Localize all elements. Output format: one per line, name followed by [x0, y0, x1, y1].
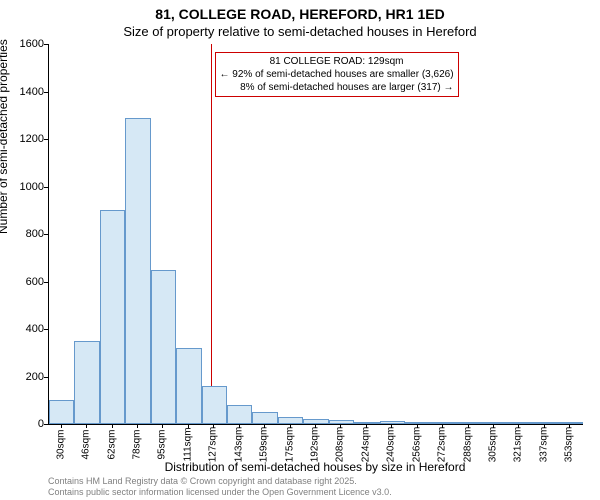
xtick-label: 272sqm — [437, 425, 448, 465]
ytick-mark — [44, 282, 48, 283]
xtick-mark — [391, 424, 392, 428]
xtick-label: 224sqm — [360, 425, 371, 465]
plot-area: 81 COLLEGE ROAD: 129sqm ← 92% of semi-de… — [48, 44, 583, 425]
ytick-mark — [44, 377, 48, 378]
annotation-line1: ← 92% of semi-detached houses are smalle… — [220, 68, 454, 81]
ytick-label: 600 — [4, 276, 44, 288]
xtick-mark — [569, 424, 570, 428]
chart-container: 81, COLLEGE ROAD, HEREFORD, HR1 1ED Size… — [0, 0, 600, 500]
xtick-mark — [468, 424, 469, 428]
annotation-header: 81 COLLEGE ROAD: 129sqm — [220, 55, 454, 68]
ytick-mark — [44, 187, 48, 188]
ytick-label: 800 — [4, 228, 44, 240]
attribution: Contains HM Land Registry data © Crown c… — [48, 476, 392, 498]
xtick-label: 337sqm — [538, 425, 549, 465]
xtick-label: 208sqm — [335, 425, 346, 465]
xtick-mark — [315, 424, 316, 428]
xtick-label: 288sqm — [462, 425, 473, 465]
histogram-bar — [227, 405, 252, 424]
xtick-label: 175sqm — [284, 425, 295, 465]
xtick-label: 159sqm — [259, 425, 270, 465]
xtick-mark — [61, 424, 62, 428]
ytick-mark — [44, 424, 48, 425]
annotation-box: 81 COLLEGE ROAD: 129sqm ← 92% of semi-de… — [215, 52, 459, 97]
xtick-mark — [239, 424, 240, 428]
ytick-label: 1400 — [4, 86, 44, 98]
xtick-label: 192sqm — [310, 425, 321, 465]
xtick-label: 256sqm — [411, 425, 422, 465]
attribution-line1: Contains HM Land Registry data © Crown c… — [48, 476, 392, 487]
ytick-mark — [44, 92, 48, 93]
xtick-label: 127sqm — [208, 425, 219, 465]
histogram-bar — [278, 417, 303, 424]
histogram-bar — [252, 412, 277, 424]
xtick-mark — [417, 424, 418, 428]
histogram-bar — [74, 341, 99, 424]
xtick-mark — [366, 424, 367, 428]
xtick-label: 46sqm — [81, 425, 92, 465]
ytick-label: 1600 — [4, 38, 44, 50]
xtick-label: 95sqm — [157, 425, 168, 465]
xtick-mark — [493, 424, 494, 428]
xtick-mark — [162, 424, 163, 428]
histogram-bar — [125, 118, 150, 424]
annotation-line2: 8% of semi-detached houses are larger (3… — [220, 81, 454, 94]
xtick-label: 30sqm — [55, 425, 66, 465]
ytick-label: 200 — [4, 371, 44, 383]
ytick-label: 1000 — [4, 181, 44, 193]
histogram-bar — [202, 386, 227, 424]
xtick-mark — [112, 424, 113, 428]
histogram-bar — [176, 348, 201, 424]
chart-subtitle: Size of property relative to semi-detach… — [0, 24, 600, 39]
ytick-mark — [44, 139, 48, 140]
xtick-label: 143sqm — [233, 425, 244, 465]
xtick-mark — [264, 424, 265, 428]
ytick-label: 0 — [4, 418, 44, 430]
ytick-mark — [44, 329, 48, 330]
histogram-bar — [100, 210, 125, 424]
xtick-mark — [544, 424, 545, 428]
xtick-mark — [442, 424, 443, 428]
xtick-mark — [188, 424, 189, 428]
xtick-label: 78sqm — [132, 425, 143, 465]
histogram-bar — [49, 400, 74, 424]
xtick-mark — [86, 424, 87, 428]
xtick-label: 305sqm — [488, 425, 499, 465]
xtick-mark — [290, 424, 291, 428]
xtick-label: 62sqm — [106, 425, 117, 465]
reference-line — [211, 44, 212, 424]
attribution-line2: Contains public sector information licen… — [48, 487, 392, 498]
histogram-bar — [151, 270, 176, 424]
ytick-mark — [44, 44, 48, 45]
xtick-mark — [518, 424, 519, 428]
xtick-mark — [213, 424, 214, 428]
ytick-label: 400 — [4, 323, 44, 335]
xtick-label: 240sqm — [386, 425, 397, 465]
xtick-label: 321sqm — [513, 425, 524, 465]
xtick-mark — [137, 424, 138, 428]
ytick-mark — [44, 234, 48, 235]
xtick-label: 353sqm — [564, 425, 575, 465]
xtick-mark — [340, 424, 341, 428]
chart-title: 81, COLLEGE ROAD, HEREFORD, HR1 1ED — [0, 6, 600, 22]
ytick-label: 1200 — [4, 133, 44, 145]
xtick-label: 111sqm — [182, 425, 193, 465]
